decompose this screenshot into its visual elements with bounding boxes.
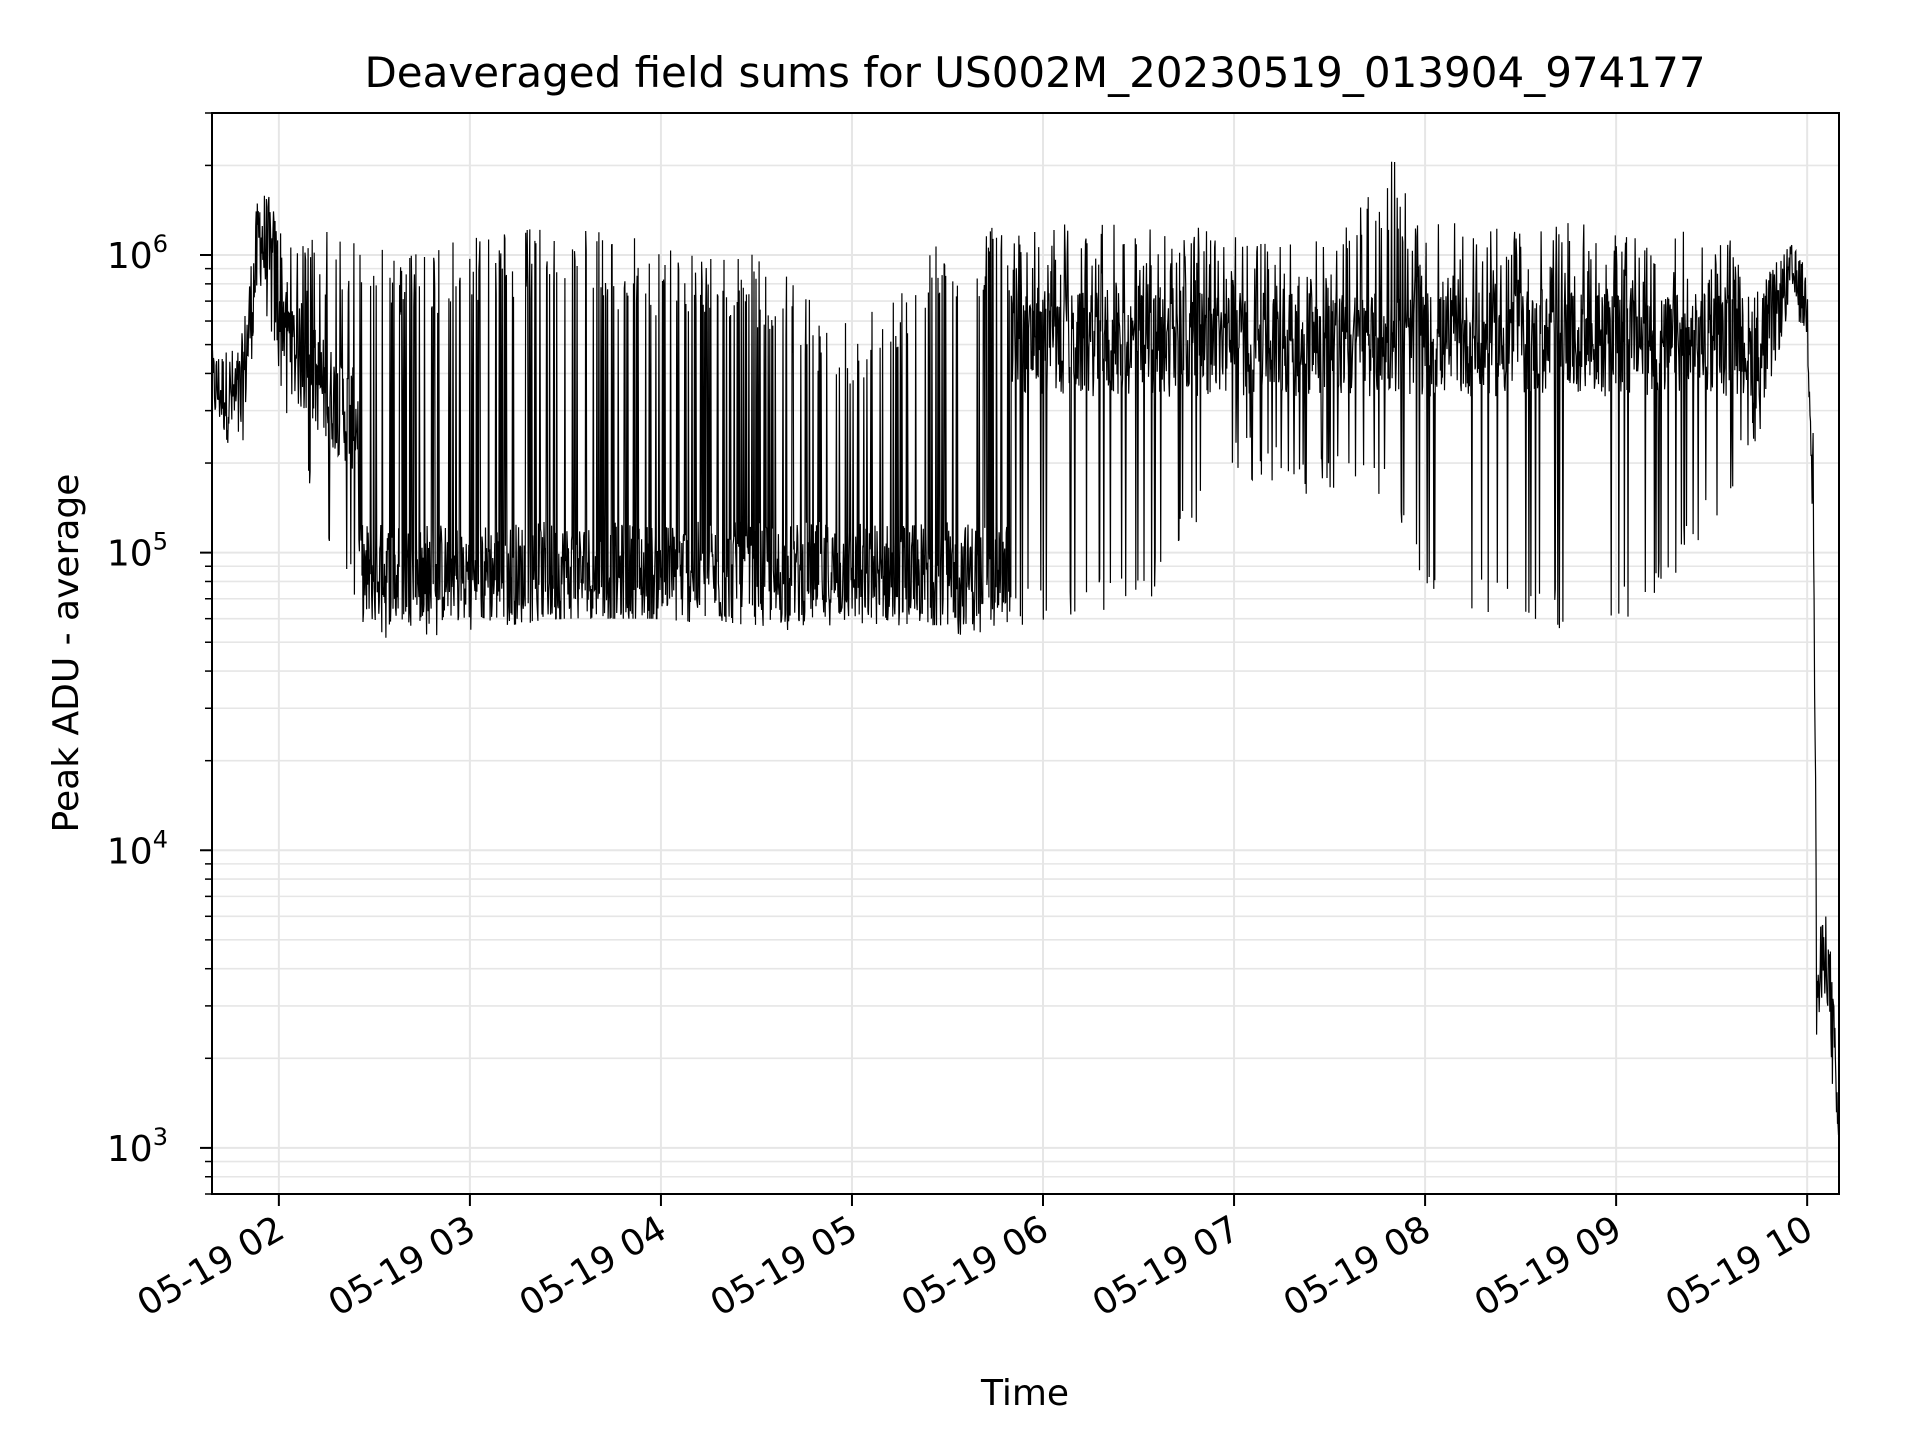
x-tick-label: 05-19 06	[895, 1208, 1056, 1324]
plot-frame	[211, 112, 1840, 1195]
x-tick-label: 05-19 04	[513, 1208, 674, 1324]
x-tick-label: 05-19 10	[1659, 1208, 1820, 1324]
chart-title: Deaveraged field sums for US002M_2023051…	[364, 48, 1705, 97]
y-tick-label: 103	[107, 1123, 168, 1170]
x-tick-label: 05-19 02	[131, 1208, 292, 1324]
x-tick-label: 05-19 03	[322, 1208, 483, 1324]
x-tick-label: 05-19 09	[1468, 1208, 1629, 1324]
x-tick-label: 05-19 05	[704, 1208, 865, 1324]
y-tick-label: 106	[107, 230, 168, 277]
x-tick-label: 05-19 08	[1277, 1208, 1438, 1324]
x-axis-label: Time	[980, 1373, 1069, 1414]
x-axis: 05-19 02 05-19 03 05-19 04 05-19 05 05-19 06…	[131, 1194, 1820, 1325]
y-tick-label: 104	[107, 825, 168, 872]
x-tick-label: 05-19 07	[1086, 1208, 1247, 1324]
series-line	[212, 161, 1839, 1136]
y-tick-label: 105	[107, 528, 168, 575]
grid	[212, 112, 1839, 1195]
plot-area	[212, 161, 1839, 1136]
y-axis-label: Peak ADU - average	[46, 474, 87, 833]
y-axis: 103 104 105 106	[107, 112, 212, 1195]
